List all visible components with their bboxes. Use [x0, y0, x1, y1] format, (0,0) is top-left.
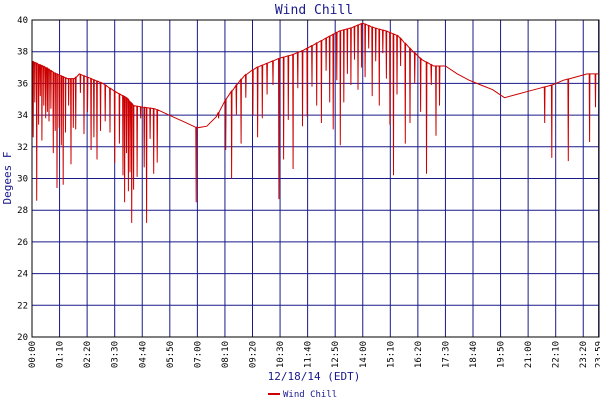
x-tick-label: 22:10	[552, 341, 562, 368]
x-tick-label: 03:30	[111, 341, 121, 368]
y-tick-label: 20	[17, 333, 28, 343]
y-axis-ticks: 20 22 24 26 28 30 32 34 36 38 40	[17, 16, 28, 343]
x-tick-label: 15:10	[386, 341, 396, 368]
y-tick-label: 28	[17, 206, 28, 216]
y-tick-label: 36	[17, 79, 28, 89]
chart-title: Wind Chill	[275, 3, 353, 18]
x-tick-label: 01:10	[56, 341, 66, 368]
x-tick-label: 00:00	[28, 341, 38, 368]
x-tick-label: 04:40	[138, 341, 148, 368]
x-tick-label: 02:20	[83, 341, 93, 368]
x-tick-label: 12:50	[331, 341, 341, 368]
x-tick-label: 23:20	[579, 341, 589, 368]
x-tick-label: 23:59	[595, 341, 600, 368]
x-axis-ticks: 00:00 01:10 02:20 03:30 04:40 05:50 07:00 08:10…	[28, 341, 600, 368]
x-tick-label: 11:40	[304, 341, 314, 368]
y-axis-label: Degees F	[1, 152, 14, 205]
x-tick-label: 10:30	[276, 341, 286, 368]
legend: Wind Chill	[268, 390, 337, 400]
x-tick-label: 19:50	[497, 341, 507, 368]
plot-area	[31, 22, 599, 223]
legend-label: Wind Chill	[283, 390, 337, 400]
x-tick-label: 16:20	[414, 341, 424, 368]
x-tick-label: 14:00	[359, 341, 369, 368]
y-tick-label: 38	[17, 48, 28, 58]
x-tick-label: 08:10	[221, 341, 231, 368]
x-tick-label: 05:50	[166, 341, 176, 368]
y-tick-label: 22	[17, 301, 28, 311]
y-tick-label: 24	[17, 270, 28, 280]
y-tick-label: 32	[17, 143, 28, 153]
y-tick-label: 26	[17, 238, 28, 248]
plot-border	[31, 19, 600, 338]
y-tick-label: 34	[17, 111, 28, 121]
x-tick-label: 17:30	[441, 341, 451, 368]
x-tick-label: 18:40	[469, 341, 479, 368]
y-tick-label: 30	[17, 175, 28, 185]
x-tick-label: 07:00	[193, 341, 203, 368]
x-tick-label: 21:00	[524, 341, 534, 368]
series-line-wind-chill	[31, 22, 599, 223]
x-axis-label: 12/18/14 (EDT)	[268, 370, 361, 383]
y-tick-label: 40	[17, 16, 28, 26]
x-tick-label: 09:20	[248, 341, 258, 368]
